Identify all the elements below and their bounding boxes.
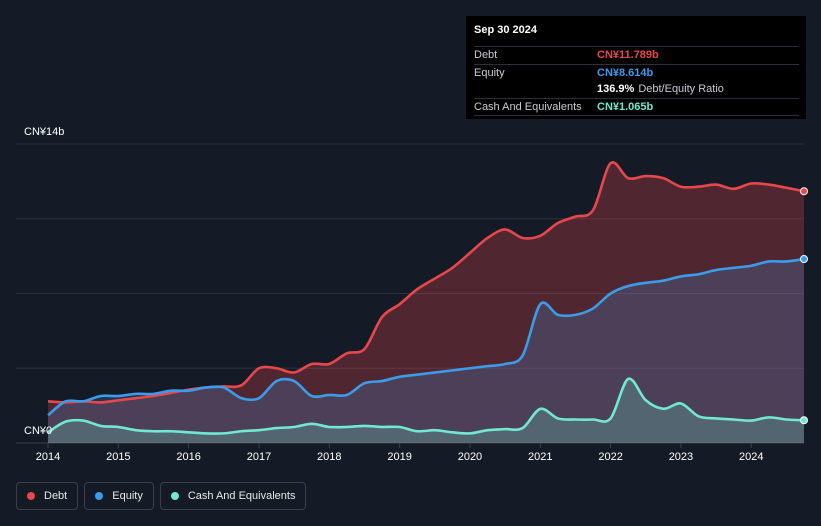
x-tick-label: 2022	[598, 451, 622, 463]
x-tick-label: 2017	[247, 451, 271, 463]
debt-end-point	[800, 187, 808, 196]
x-tick-label: 2016	[176, 451, 200, 463]
tooltip-row-debt: Debt CN¥11.789b	[474, 46, 799, 64]
tooltip-bottom-rule	[474, 115, 799, 117]
debt-area	[48, 162, 804, 443]
series-areas	[48, 162, 804, 443]
equity-line	[47, 257, 805, 417]
tooltip-value: CN¥8.614b	[597, 66, 654, 79]
tooltip-panel: Sep 30 2024 Debt CN¥11.789b Equity CN¥8.…	[466, 16, 806, 119]
x-tick-label: 2020	[458, 451, 482, 463]
x-tick-label: 2019	[387, 451, 411, 463]
x-tick-label: 2021	[528, 451, 552, 463]
debt-line	[47, 161, 805, 404]
legend-label: Cash And Equivalents	[187, 490, 296, 502]
cash-and-equivalents-end-point	[800, 416, 808, 425]
tooltip-ratio-label: Debt/Equity Ratio	[638, 83, 724, 96]
tooltip-value: CN¥11.789b	[597, 49, 659, 62]
tooltip-value: CN¥1.065b	[597, 100, 654, 113]
debt-dot-icon	[27, 492, 35, 500]
legend-item-debt[interactable]: Debt	[16, 482, 79, 510]
legend-item-equity[interactable]: Equity	[84, 482, 154, 510]
legend-label: Equity	[112, 490, 143, 502]
x-tick-label: 2018	[317, 451, 341, 463]
x-tick-label: 2024	[739, 451, 763, 463]
x-tick-label: 2023	[669, 451, 693, 463]
equity-end-point	[800, 255, 808, 264]
equity-dot-icon	[95, 492, 104, 500]
cash-and-equivalents-line	[47, 377, 805, 435]
x-tick-label: 2015	[106, 451, 130, 463]
tooltip-label: Cash And Equivalents	[474, 100, 582, 113]
series-end-points	[800, 187, 808, 425]
tooltip-row-cash: Cash And Equivalents CN¥1.065b	[474, 97, 799, 116]
legend: Debt Equity Cash And Equivalents	[16, 482, 307, 510]
y-axis-top-label: CN¥14b	[24, 126, 64, 138]
tooltip-date: Sep 30 2024	[474, 24, 537, 36]
tooltip-row-equity: Equity CN¥8.614b	[474, 63, 799, 82]
legend-label: Debt	[44, 490, 68, 502]
cash-dot-icon	[170, 492, 179, 500]
cash-and-equivalents-area	[48, 378, 804, 443]
legend-item-cash[interactable]: Cash And Equivalents	[159, 482, 307, 510]
tooltip-label: Debt	[474, 49, 498, 62]
tooltip-label: Equity	[474, 66, 505, 79]
tooltip-row-ratio: 136.9% Debt/Equity Ratio	[474, 81, 799, 98]
tooltip-value: 136.9%	[597, 83, 635, 96]
series-lines	[47, 161, 805, 435]
x-tick-label: 2014	[36, 451, 60, 463]
y-axis-bottom-label: CN¥0	[24, 425, 52, 437]
x-axis-ticks: 2014 2015 2016 2017 2018 2019 2020 2021 2022 2023…	[36, 443, 763, 463]
